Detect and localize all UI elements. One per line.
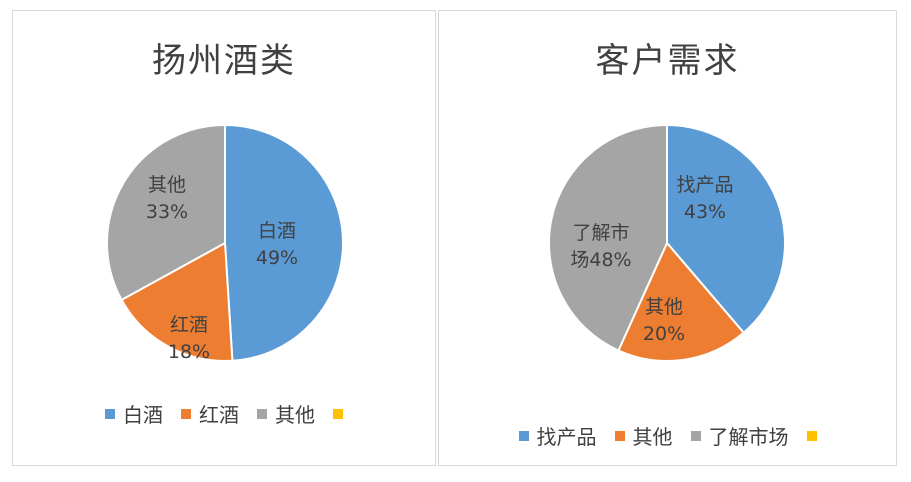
- legend-item-0: 找产品: [518, 421, 597, 450]
- legend: 白酒 红酒 其他: [13, 399, 435, 428]
- legend-item-2: 了解市场: [690, 421, 789, 450]
- data-label-0: 找产品 43%: [676, 174, 733, 223]
- legend-label: 了解市场: [708, 425, 789, 449]
- legend-swatch: [614, 430, 625, 441]
- legend-swatch: [257, 408, 267, 419]
- data-label-1: 其他 20%: [643, 296, 685, 345]
- legend-swatch: [105, 408, 115, 419]
- legend-label: 其他: [632, 425, 673, 449]
- pie-chart-customer-demand: 找产品 43% 其他 20% 了解市场48%: [548, 123, 786, 362]
- legend-item-2: 其他: [257, 399, 315, 428]
- legend-item-1: 其他: [614, 421, 673, 450]
- legend-label: 找产品: [536, 425, 597, 449]
- pie-slice-0: [666, 123, 786, 335]
- pie-slice-1: [617, 241, 746, 362]
- pie-slice-2: [548, 123, 668, 352]
- pie-slice-1: [120, 241, 234, 362]
- legend-swatch: [333, 408, 343, 419]
- chart-panel-customer-demand: 客户需求 找产品 43% 其他 20% 了解市场48% 找产品 其他 了解市场: [438, 10, 897, 466]
- legend-item-3: [806, 430, 817, 441]
- legend-label: 红酒: [199, 403, 239, 427]
- legend-swatch: [806, 430, 817, 441]
- chart-panel-wine: 扬州酒类 白酒 49% 红酒 18% 其他 33% 白酒 红酒 其他: [12, 10, 436, 466]
- legend-item-0: 白酒: [105, 399, 163, 428]
- legend-item-3: [333, 408, 343, 419]
- pie-slice-2: [106, 123, 226, 302]
- legend-swatch: [181, 408, 191, 419]
- pie-slice-0: [224, 123, 344, 362]
- data-label-1: 红酒 18%: [168, 314, 210, 363]
- chart-title: 扬州酒类: [152, 41, 296, 81]
- legend-item-1: 红酒: [181, 399, 239, 428]
- pie-chart-wine: 白酒 49% 红酒 18% 其他 33%: [106, 123, 344, 363]
- data-label-0: 白酒 49%: [256, 220, 298, 269]
- data-label-2: 了解市场48%: [570, 222, 631, 271]
- legend: 找产品 其他 了解市场: [439, 421, 896, 450]
- legend-swatch: [690, 430, 701, 441]
- legend-swatch: [518, 430, 529, 441]
- chart-title: 客户需求: [595, 41, 740, 81]
- data-label-2: 其他 33%: [146, 174, 188, 223]
- legend-label: 白酒: [123, 403, 163, 427]
- legend-label: 其他: [275, 403, 315, 427]
